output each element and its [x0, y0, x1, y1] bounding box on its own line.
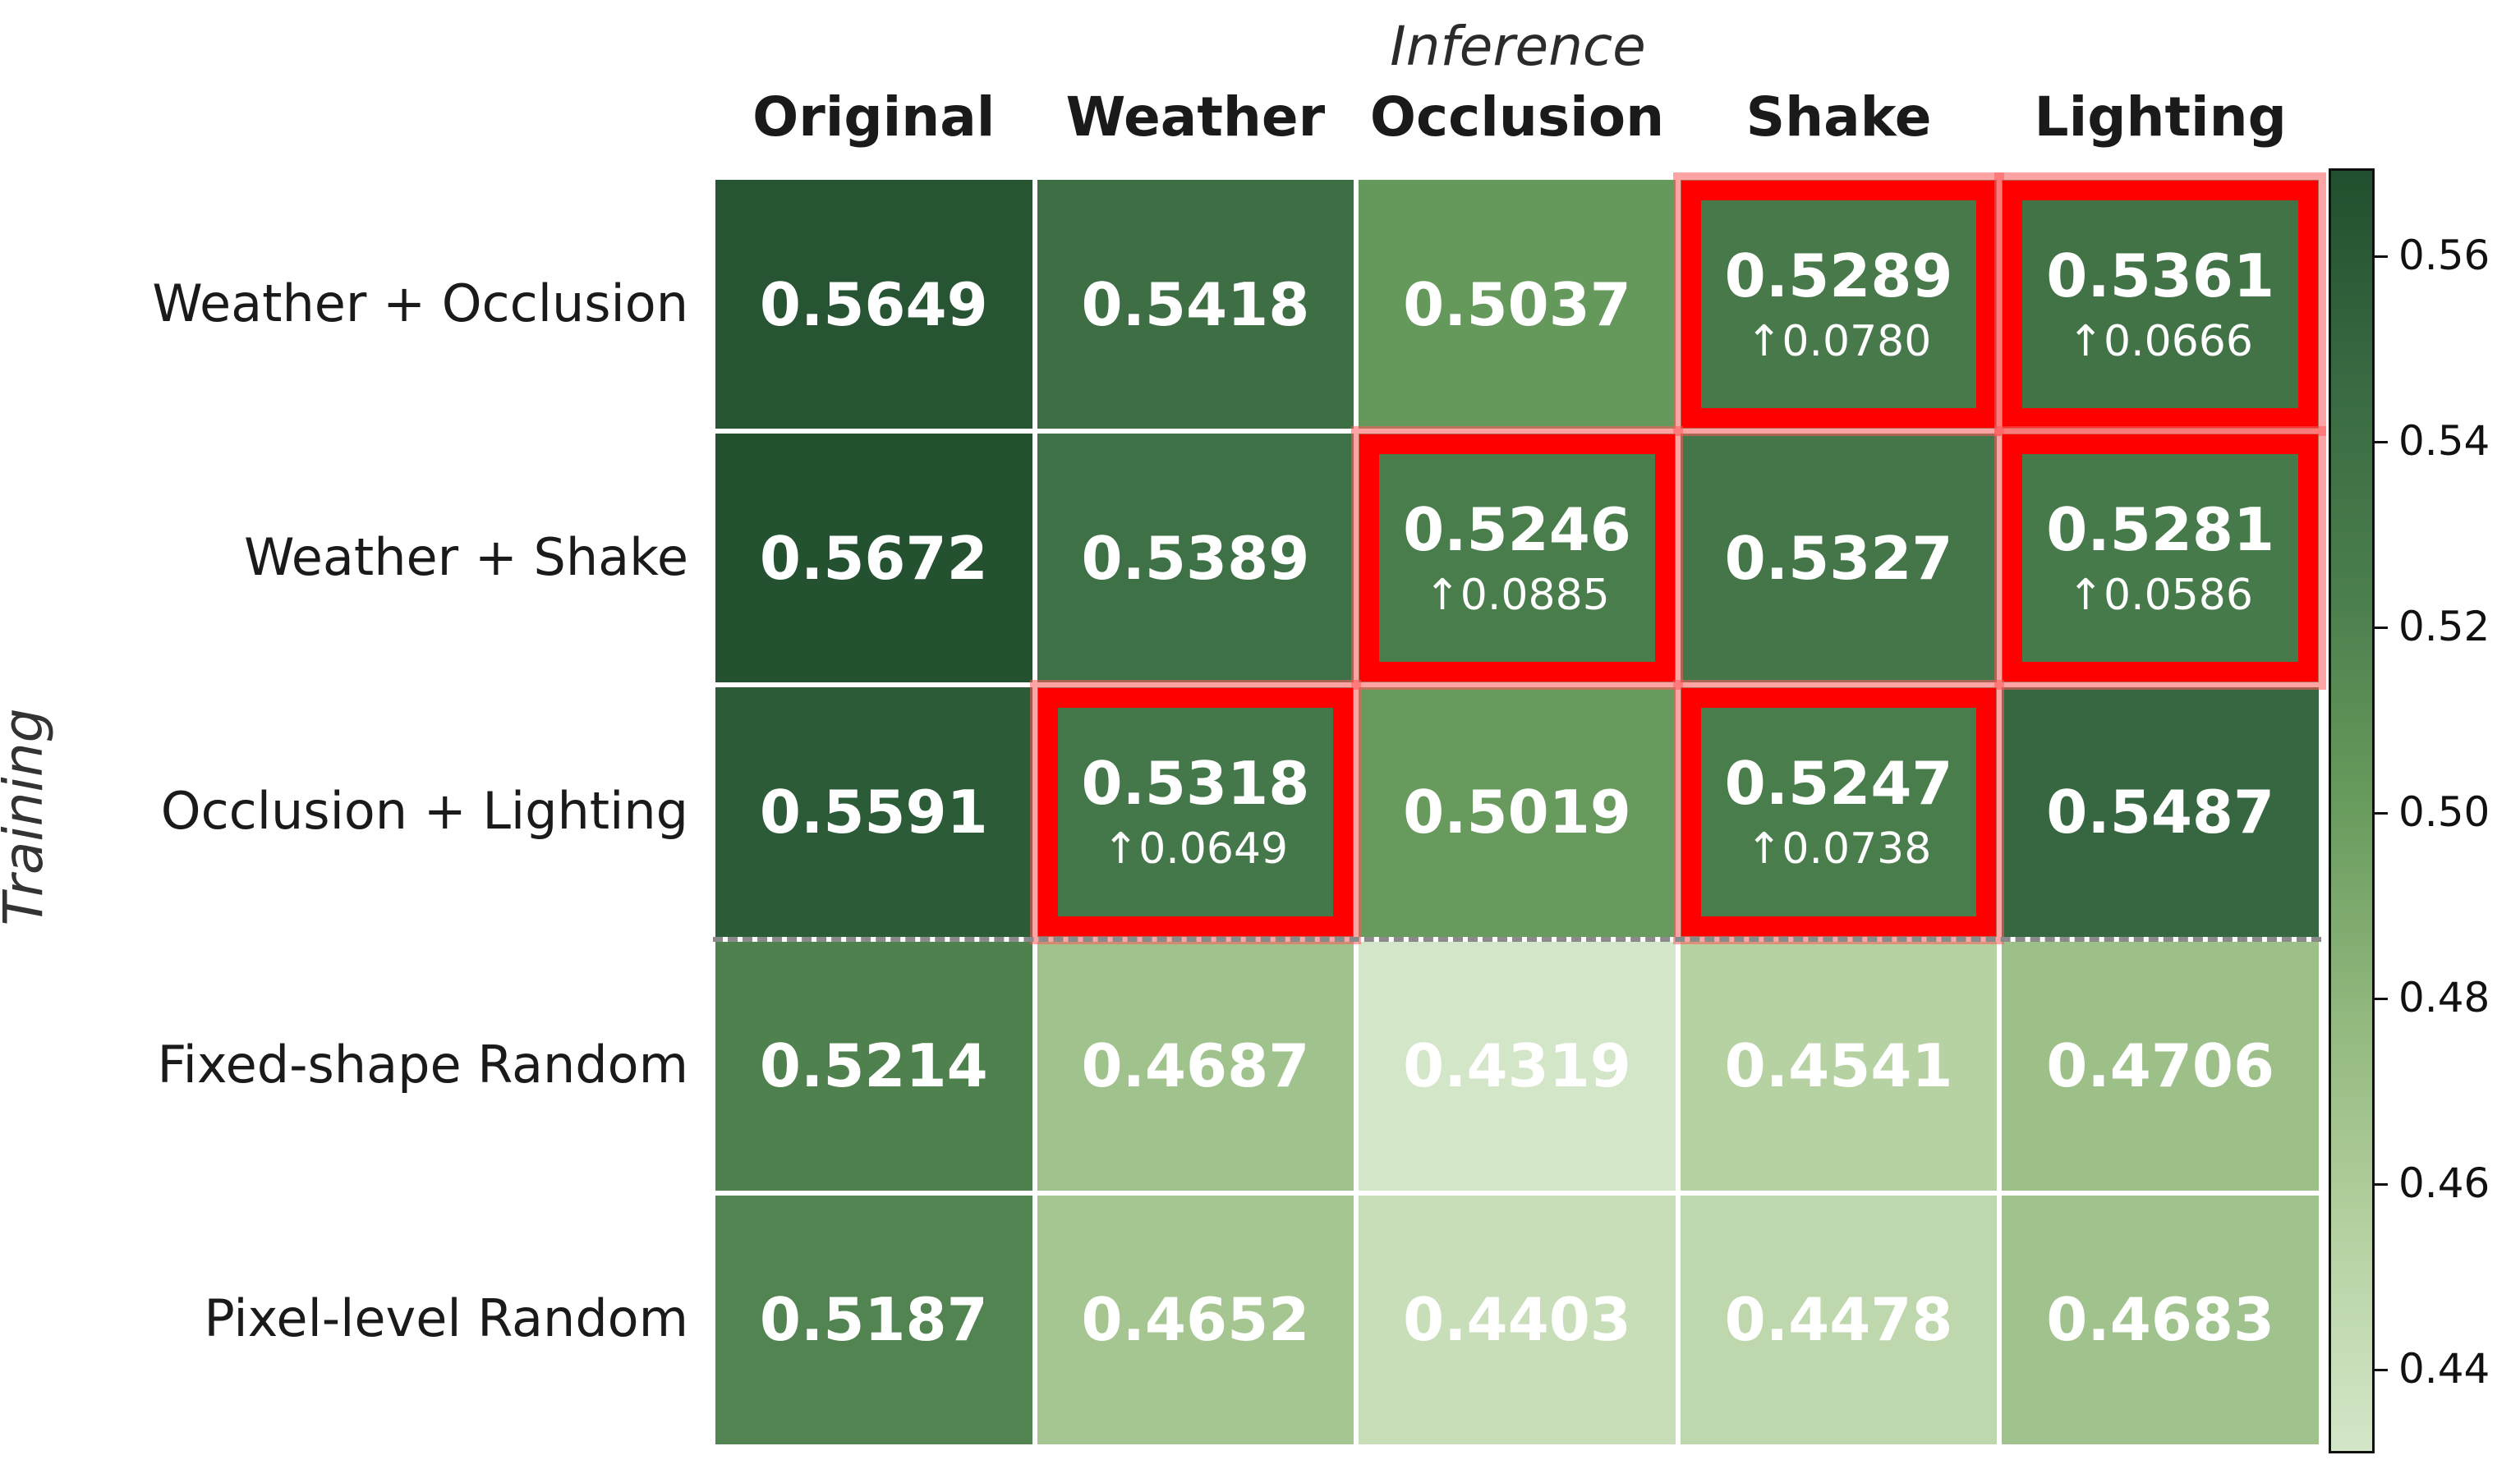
cell-delta: ↑0.0780	[1745, 316, 1932, 366]
colorbar-tick	[2375, 812, 2388, 815]
cell-value: 0.4403	[1403, 1285, 1631, 1355]
cell-value: 0.5318	[1081, 748, 1310, 818]
cell-value: 0.4319	[1403, 1031, 1631, 1101]
cell-value: 0.5037	[1403, 269, 1631, 339]
heatmap-cell: 0.4683	[2002, 1195, 2319, 1444]
cell-value: 0.5247	[1724, 748, 1953, 818]
heatmap-cell: 0.5247 ↑0.0738	[1680, 687, 1998, 937]
cell-value: 0.5246	[1403, 494, 1631, 564]
cell-value: 0.5649	[759, 269, 988, 339]
y-axis-title: Training	[0, 708, 55, 926]
heatmap-cell: 0.4319	[1359, 941, 1676, 1191]
heatmap-cell: 0.5649	[715, 180, 1032, 429]
cell-delta: ↑0.0649	[1102, 824, 1289, 874]
heatmap-cell: 0.4706	[2002, 941, 2319, 1191]
cell-value: 0.5281	[2046, 494, 2275, 564]
cell-value: 0.4541	[1724, 1031, 1953, 1101]
column-header: Occlusion	[1369, 85, 1665, 149]
column-header: Weather	[1065, 85, 1326, 149]
heatmap-cell: 0.5318 ↑0.0649	[1037, 687, 1354, 937]
colorbar-tick-label: 0.56	[2398, 232, 2490, 280]
column-header: Lighting	[2034, 85, 2287, 149]
colorbar-tick-label: 0.46	[2398, 1159, 2490, 1208]
row-header: Occlusion + Lighting	[160, 781, 688, 841]
heatmap-grid: 0.5649 0.5418 0.5037 0.5289 ↑0.0780 0.5361 ↑0.…	[713, 172, 2326, 1447]
cell-delta: ↑0.0666	[2067, 316, 2253, 366]
group-separator	[713, 936, 2321, 942]
colorbar-tick-label: 0.50	[2398, 788, 2490, 837]
heatmap-cell: 0.4403	[1359, 1195, 1676, 1444]
cell-value: 0.5487	[2046, 777, 2275, 847]
heatmap-cell: 0.5019	[1359, 687, 1676, 937]
cell-value: 0.4478	[1724, 1285, 1953, 1355]
cell-value: 0.5672	[759, 523, 988, 593]
colorbar-tick	[2375, 627, 2388, 630]
cell-value: 0.4652	[1081, 1285, 1310, 1355]
heatmap-cell: 0.4687	[1037, 941, 1354, 1191]
colorbar-tick-label: 0.44	[2398, 1345, 2490, 1393]
heatmap-cell: 0.5214	[715, 941, 1032, 1191]
heatmap-cell: 0.5418	[1037, 180, 1354, 429]
row-header: Weather + Shake	[244, 526, 688, 587]
colorbar-tick-label: 0.48	[2398, 974, 2490, 1022]
column-header: Original	[752, 85, 996, 149]
heatmap-cell: 0.4541	[1680, 941, 1998, 1191]
cell-value: 0.5019	[1403, 777, 1631, 847]
colorbar-tick	[2375, 998, 2388, 1001]
colorbar-tick	[2375, 255, 2388, 259]
colorbar-tick	[2375, 1183, 2388, 1187]
heatmap-cell: 0.4652	[1037, 1195, 1354, 1444]
heatmap-cell: 0.5289 ↑0.0780	[1680, 180, 1998, 429]
cell-value: 0.4687	[1081, 1031, 1310, 1101]
cell-value: 0.5361	[2046, 241, 2275, 310]
heatmap-cell: 0.5361 ↑0.0666	[2002, 180, 2319, 429]
colorbar-tick	[2375, 1369, 2388, 1372]
x-axis-title: Inference	[1390, 15, 1646, 78]
cell-value: 0.4683	[2046, 1285, 2275, 1355]
cell-value: 0.4706	[2046, 1031, 2275, 1101]
row-header: Pixel-level Random	[204, 1288, 688, 1349]
cell-delta: ↑0.0738	[1745, 824, 1932, 874]
cell-value: 0.5214	[759, 1031, 988, 1101]
colorbar	[2329, 168, 2375, 1453]
heatmap-cell: 0.5389	[1037, 434, 1354, 683]
cell-value: 0.5327	[1724, 523, 1953, 593]
cell-delta: ↑0.0885	[1424, 570, 1610, 620]
cell-value: 0.5418	[1081, 269, 1310, 339]
colorbar-tick-label: 0.54	[2398, 417, 2490, 466]
heatmap-cell: 0.5672	[715, 434, 1032, 683]
heatmap-cell: 0.5281 ↑0.0586	[2002, 434, 2319, 683]
column-header: Shake	[1745, 85, 1932, 149]
cell-value: 0.5389	[1081, 523, 1310, 593]
row-header: Fixed-shape Random	[157, 1035, 688, 1095]
heatmap-cell: 0.5246 ↑0.0885	[1359, 434, 1676, 683]
cell-value: 0.5591	[759, 777, 988, 847]
heatmap-cell: 0.5487	[2002, 687, 2319, 937]
heatmap-cell: 0.5187	[715, 1195, 1032, 1444]
colorbar-tick	[2375, 441, 2388, 444]
colorbar-tick-label: 0.52	[2398, 603, 2490, 651]
heatmap-cell: 0.4478	[1680, 1195, 1998, 1444]
heatmap-cell: 0.5327	[1680, 434, 1998, 683]
cell-value: 0.5187	[759, 1285, 988, 1355]
heatmap-cell: 0.5037	[1359, 180, 1676, 429]
cell-delta: ↑0.0586	[2067, 570, 2253, 620]
row-header: Weather + Occlusion	[152, 273, 688, 333]
heatmap-cell: 0.5591	[715, 687, 1032, 937]
cell-value: 0.5289	[1724, 241, 1953, 310]
